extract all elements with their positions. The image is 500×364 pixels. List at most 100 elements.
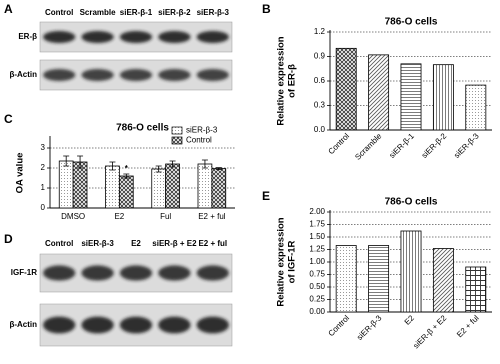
y-axis-label: OA value [15,153,26,194]
y-axis-label: Relative expression [276,217,287,306]
panel-label: E [262,189,270,203]
x-tick-label: Control [327,313,352,338]
annotation: * [125,164,129,173]
lane-label: siER-β-3 [81,239,114,248]
bar [400,230,422,313]
blot-band [119,69,153,81]
y-tick-label: 0 [41,203,46,212]
bar [465,84,487,131]
x-tick-label: siER-β + E2 [411,313,448,350]
x-tick-label: Scramble [353,131,384,162]
x-tick-label: siER-β-1 [387,131,416,160]
y-tick-label: 2 [41,163,46,172]
error-bar [155,165,162,173]
bar [105,165,120,209]
bar [432,64,454,131]
bar [465,266,487,313]
error-bar [63,155,70,167]
blot-band [158,31,191,43]
row-label: IGF-1R [11,268,37,277]
blot-band [81,265,114,281]
y-axis-label: of ER-β [287,64,298,98]
bar [335,47,357,131]
blot-band [43,316,76,334]
bar [165,163,180,209]
legend-label: Control [186,136,212,145]
blot-band [158,265,191,281]
error-bar [201,159,208,169]
panel-label: A [4,2,13,16]
y-tick-label: 0.3 [314,101,326,110]
chart-title: 786-O cells [116,123,169,134]
legend-swatch [171,126,183,135]
blot-band [43,69,76,81]
lane-label: siER-β-1 [120,8,153,17]
blot-band [158,69,191,81]
y-tick-label: 3 [41,143,46,152]
y-axis-label: of IGF-1R [287,240,298,283]
lane-label: E2 + ful [198,239,227,248]
blot-band [196,31,229,43]
bar [368,245,390,313]
x-tick-label: E2 [114,212,124,221]
y-tick-label: 0.75 [309,270,325,279]
blot-band [81,69,114,81]
x-tick-label: Ful [160,212,171,221]
chart-title: 786-O cells [385,197,438,208]
blot-band [196,69,229,81]
y-axis-label: Relative expression [276,36,287,125]
legend-box [169,124,231,146]
y-tick-label: 1.50 [309,232,325,241]
blot-band [196,265,229,281]
blot-band [43,265,76,281]
row-label: ER-β [18,32,37,41]
lane-label: Scramble [80,8,117,17]
y-tick-label: 1.75 [309,220,325,229]
x-tick-label: siER-β-3 [355,313,384,342]
bar [335,245,357,313]
blot-band [119,31,153,43]
y-tick-label: 0.9 [314,52,326,61]
y-tick-label: 1.00 [309,257,325,266]
bar [368,54,390,131]
row-label: β-Actin [9,320,37,329]
bar [151,168,167,209]
y-tick-label: 2.00 [309,207,325,216]
error-bar [123,173,130,179]
lane-label: E2 [131,239,141,248]
error-bar [215,167,222,170]
y-tick-label: 0.00 [309,307,325,316]
bar [58,160,74,209]
y-tick-label: 1 [41,183,46,192]
panel-label: C [4,112,13,126]
legend-label: siER-β-3 [186,126,218,135]
x-tick-label: E2 + ful [198,212,226,221]
blot-band [119,316,153,334]
blot-band [158,316,191,334]
x-tick-label: siER-β-3 [452,131,481,160]
lane-label: siER-β-2 [158,8,191,17]
bar [118,175,134,209]
y-tick-label: 0.50 [309,282,325,291]
x-tick-label: E2 + ful [455,313,481,339]
lane-label: siER-β-3 [197,8,230,17]
blot-band [43,31,76,43]
bar [72,161,88,209]
blot-band [196,316,229,334]
y-tick-label: 1.25 [309,245,325,254]
bar [211,168,227,209]
legend-swatch [171,136,183,145]
lane-label: Control [45,239,73,248]
x-tick-label: Control [327,131,352,156]
row-label: β-Actin [9,70,37,79]
blot-band [119,265,153,281]
lane-label: siER-β + E2 [152,239,197,248]
bar [400,63,422,131]
x-tick-label: DMSO [61,212,85,221]
y-tick-label: 0.0 [314,125,326,134]
bar [197,163,213,209]
x-tick-label: siER-β-2 [420,131,449,160]
panel-label: D [4,232,13,246]
lane-label: Control [45,8,73,17]
